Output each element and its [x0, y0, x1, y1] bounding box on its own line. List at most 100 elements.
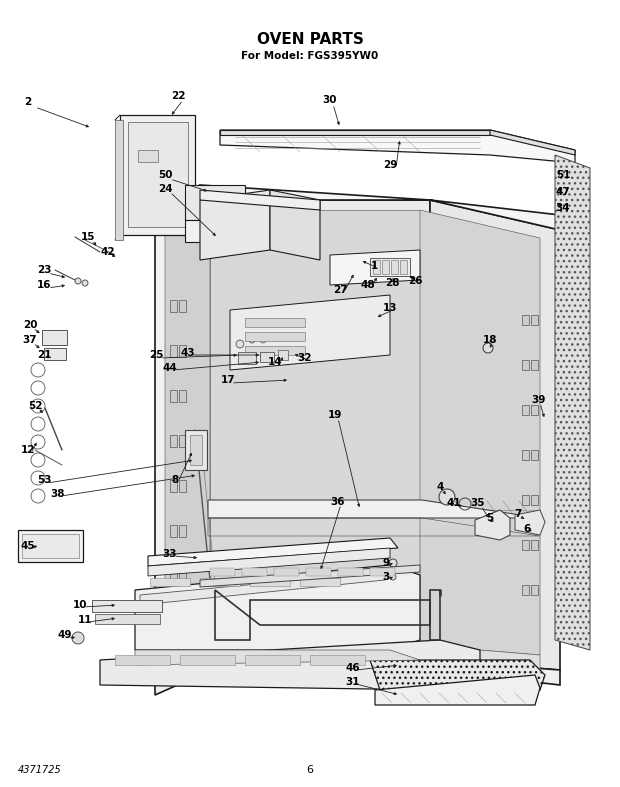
Text: 42: 42 — [100, 247, 115, 257]
Bar — [180, 655, 235, 665]
Text: 53: 53 — [37, 475, 51, 485]
Text: 34: 34 — [556, 203, 570, 213]
Bar — [274, 568, 299, 576]
Text: 21: 21 — [37, 350, 51, 360]
Bar — [370, 568, 395, 576]
Polygon shape — [200, 190, 270, 260]
Text: 6: 6 — [523, 524, 531, 534]
Circle shape — [75, 278, 81, 284]
Text: 15: 15 — [81, 232, 95, 242]
Bar — [185, 220, 245, 242]
Text: 49: 49 — [58, 630, 73, 640]
Circle shape — [249, 337, 255, 343]
Text: 17: 17 — [221, 375, 236, 385]
Text: 5: 5 — [486, 513, 494, 523]
Text: 16: 16 — [37, 280, 51, 290]
Polygon shape — [140, 572, 385, 605]
Text: 44: 44 — [162, 363, 177, 373]
Bar — [210, 568, 235, 576]
Text: 47: 47 — [556, 187, 570, 197]
Text: 1: 1 — [370, 261, 378, 271]
Bar — [242, 568, 267, 576]
Bar — [92, 600, 162, 612]
Bar — [128, 122, 188, 227]
Bar — [245, 655, 300, 665]
Bar — [170, 435, 177, 447]
Text: 3: 3 — [383, 572, 389, 582]
Bar — [310, 655, 365, 665]
Text: 24: 24 — [157, 184, 172, 194]
Text: 50: 50 — [157, 170, 172, 180]
Text: 14: 14 — [268, 357, 282, 367]
Bar — [531, 360, 538, 370]
Text: 43: 43 — [180, 348, 195, 358]
Bar — [522, 360, 529, 370]
Text: 4: 4 — [436, 482, 444, 492]
Circle shape — [46, 351, 54, 359]
Text: 33: 33 — [162, 549, 177, 559]
Bar — [382, 260, 389, 274]
Circle shape — [46, 333, 54, 341]
Bar — [42, 330, 67, 345]
Bar — [522, 315, 529, 325]
Text: 19: 19 — [328, 410, 342, 420]
Circle shape — [389, 559, 397, 567]
Bar — [522, 495, 529, 505]
Text: ereplacementparts.com: ereplacementparts.com — [243, 425, 377, 435]
Circle shape — [483, 343, 493, 353]
Circle shape — [521, 514, 535, 528]
Bar — [238, 352, 256, 364]
Circle shape — [348, 261, 356, 269]
Bar — [370, 258, 410, 276]
Bar — [22, 534, 79, 558]
Text: 2: 2 — [24, 97, 32, 107]
Circle shape — [82, 280, 88, 286]
Polygon shape — [490, 130, 575, 155]
Polygon shape — [370, 660, 545, 690]
Bar — [179, 570, 186, 582]
Polygon shape — [200, 190, 320, 210]
Text: 9: 9 — [383, 558, 389, 568]
Text: 46: 46 — [346, 663, 360, 673]
Polygon shape — [165, 645, 540, 680]
Polygon shape — [515, 510, 545, 535]
Bar — [531, 540, 538, 550]
Circle shape — [58, 333, 66, 341]
Circle shape — [72, 632, 84, 644]
Bar — [179, 390, 186, 402]
Bar — [170, 345, 177, 357]
Polygon shape — [135, 565, 420, 650]
Bar — [185, 430, 207, 470]
Text: OVEN PARTS: OVEN PARTS — [257, 32, 363, 47]
Bar — [278, 350, 288, 360]
Text: 38: 38 — [51, 489, 65, 499]
Polygon shape — [220, 130, 575, 163]
Text: 52: 52 — [28, 401, 42, 411]
Bar — [170, 480, 177, 492]
Bar — [245, 318, 305, 327]
Polygon shape — [148, 548, 390, 576]
Polygon shape — [430, 200, 560, 670]
Bar — [400, 260, 407, 274]
Bar — [170, 300, 177, 312]
Bar — [179, 525, 186, 537]
Text: 18: 18 — [483, 335, 497, 345]
Text: 26: 26 — [408, 276, 422, 286]
Text: 7: 7 — [515, 509, 521, 519]
Polygon shape — [220, 130, 490, 135]
Bar — [531, 495, 538, 505]
Bar — [522, 450, 529, 460]
Circle shape — [236, 340, 244, 348]
Text: 8: 8 — [171, 475, 179, 485]
Text: 45: 45 — [20, 541, 35, 551]
Text: 10: 10 — [73, 600, 87, 610]
Polygon shape — [200, 200, 430, 660]
Bar — [150, 578, 190, 586]
Circle shape — [260, 337, 266, 343]
Text: 48: 48 — [361, 280, 375, 290]
Bar — [306, 568, 331, 576]
Polygon shape — [270, 190, 320, 260]
Text: 39: 39 — [531, 395, 545, 405]
Text: 12: 12 — [20, 445, 35, 455]
Bar — [185, 185, 245, 220]
